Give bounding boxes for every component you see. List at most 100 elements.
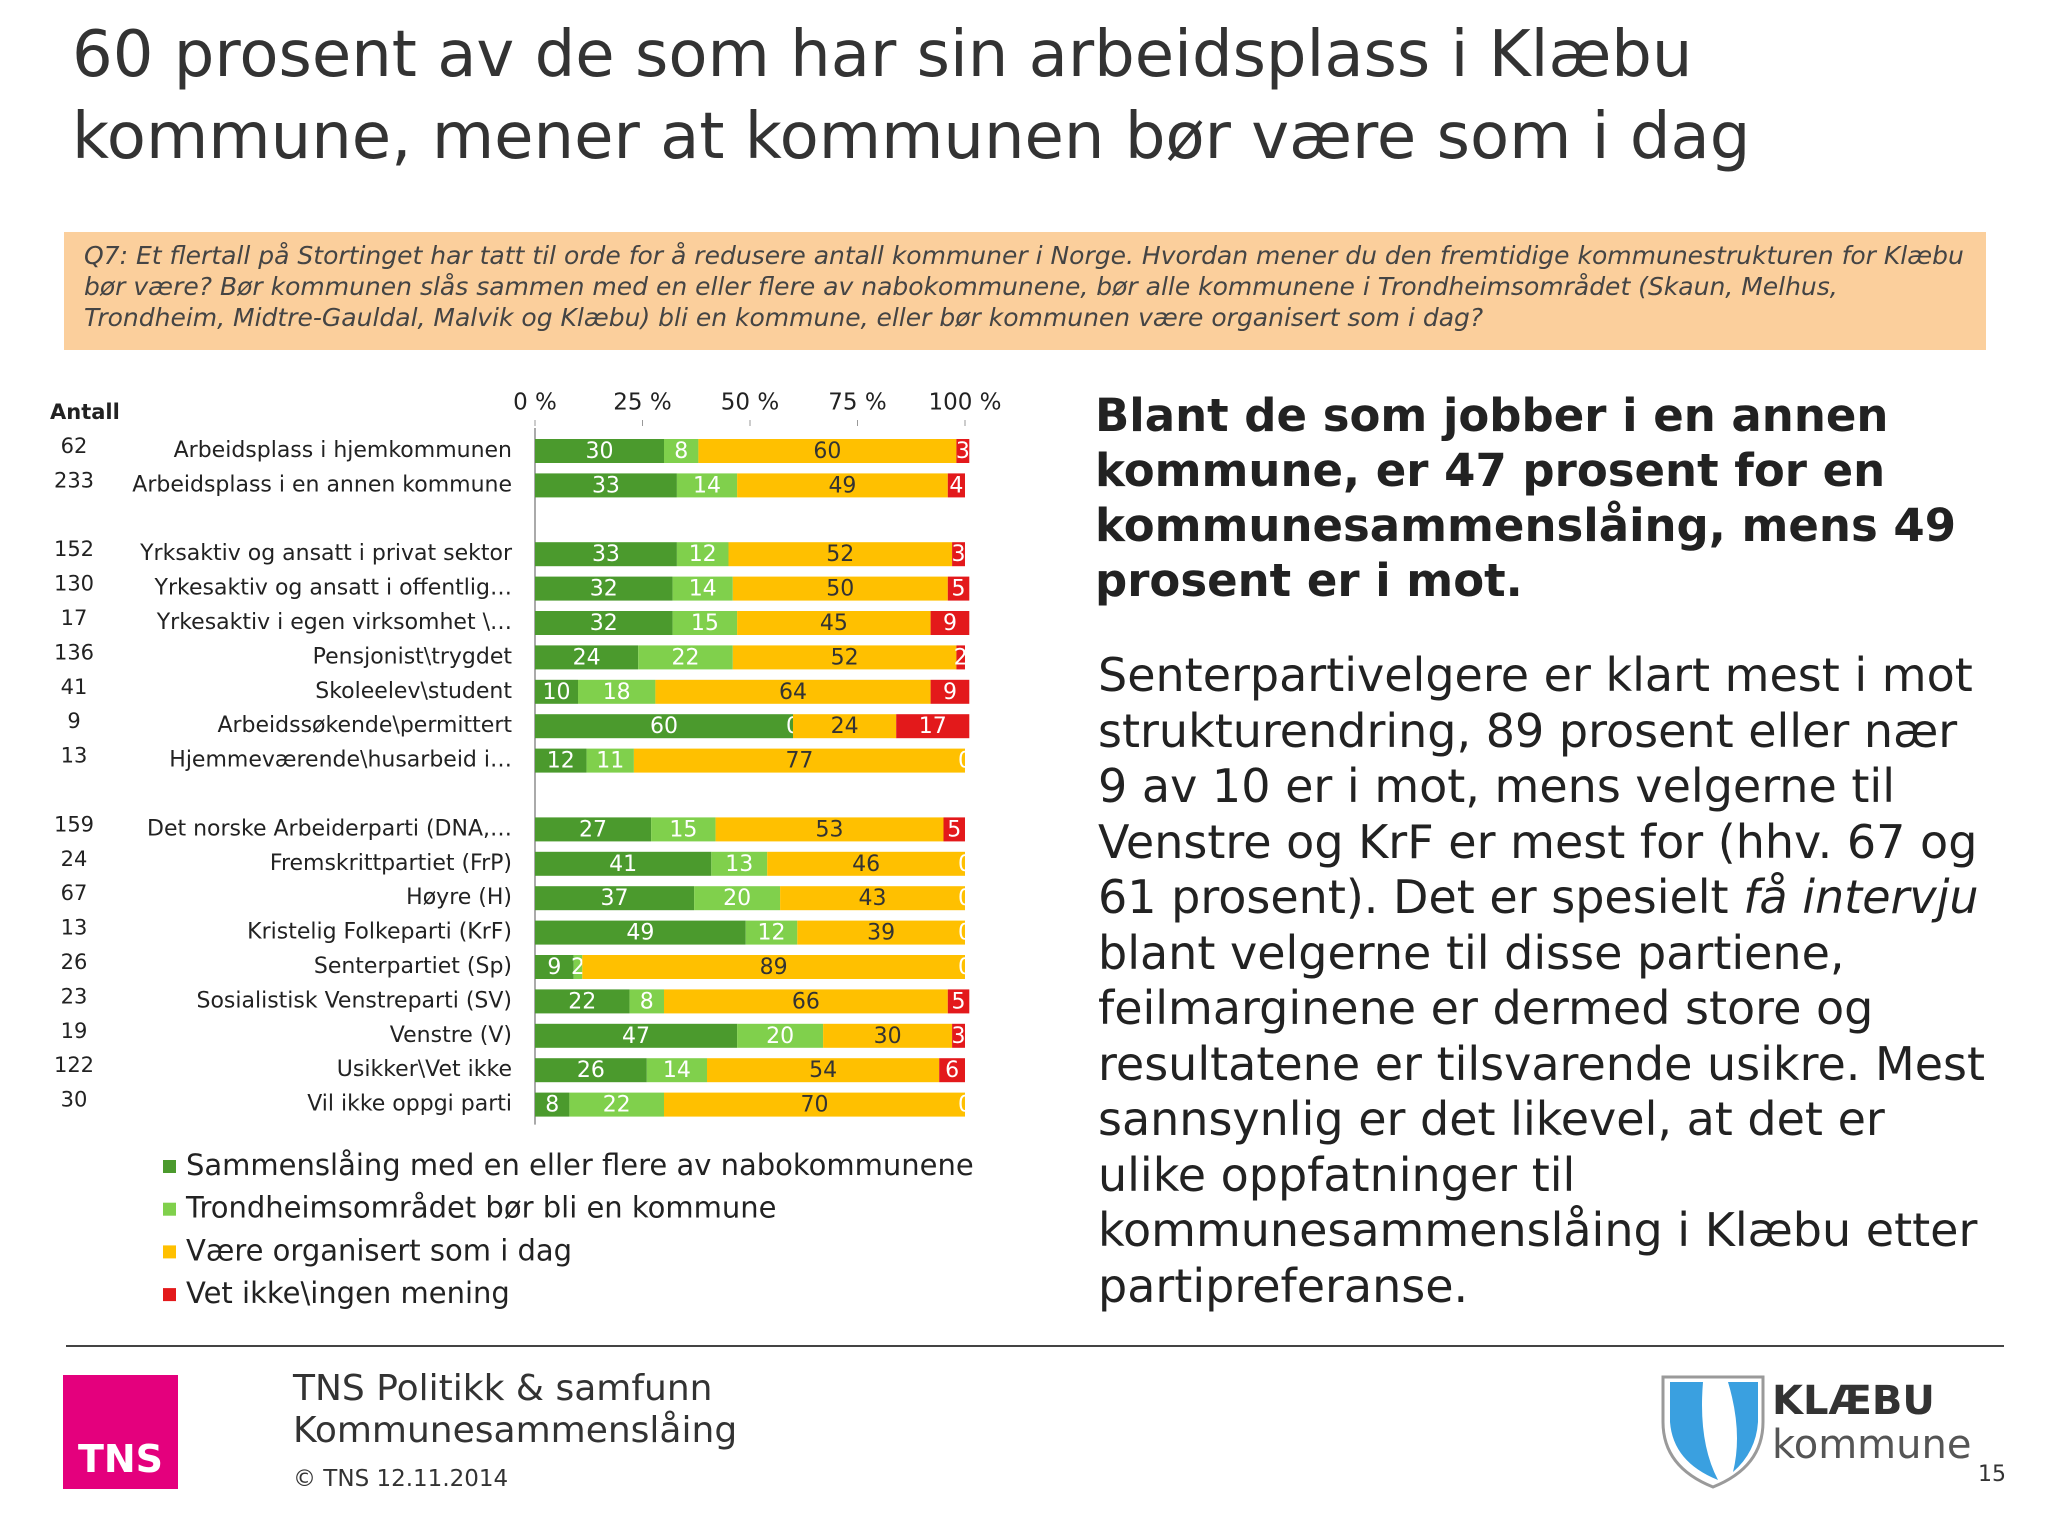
category-label: Arbeidsplass i en annen kommune [132, 472, 512, 497]
slide-title: 60 prosent av de som har sin arbeidsplas… [72, 18, 1751, 174]
data-label: 9 [943, 611, 957, 636]
data-label: 45 [820, 611, 848, 636]
count-label: 26 [61, 950, 88, 974]
bar-segment [767, 851, 965, 876]
bar-segment [707, 1058, 940, 1083]
x-tick-label: 100 % [928, 390, 1001, 416]
category-label: Høyre (H) [406, 885, 512, 910]
category-label: Venstre (V) [390, 1023, 512, 1048]
count-label: 152 [54, 537, 94, 561]
bar-segment [823, 1023, 953, 1048]
data-label: 39 [867, 921, 895, 946]
data-label: 0 [958, 852, 972, 877]
bar-segment [698, 439, 957, 463]
data-label: 24 [573, 645, 601, 670]
bar-segment [952, 1023, 965, 1048]
bar-segment [535, 886, 695, 911]
bar-segment [745, 920, 798, 945]
bar-segment [569, 1092, 664, 1117]
data-label: 5 [952, 577, 966, 602]
count-label: 62 [61, 434, 88, 458]
bar-segment [535, 1058, 647, 1083]
bar-segment [535, 679, 578, 704]
bar-segment [672, 576, 733, 601]
data-label: 0 [958, 886, 972, 911]
data-label: 15 [691, 611, 719, 636]
bar-segment [535, 1023, 738, 1048]
count-label: 9 [67, 709, 80, 733]
data-label: 77 [785, 749, 813, 774]
bar-segment [672, 611, 738, 635]
category-label: Pensjonist\trygdet [313, 644, 513, 669]
data-label: 14 [689, 577, 717, 602]
count-label: 136 [54, 640, 94, 664]
data-label: 32 [590, 611, 618, 636]
category-label: Skoleelev\student [315, 679, 512, 704]
bar-segment [797, 920, 965, 945]
data-label: 64 [779, 680, 807, 705]
bar-segment [535, 748, 587, 773]
data-label: 43 [859, 886, 887, 911]
data-label: 22 [672, 645, 700, 670]
footer-org: TNS Politikk & samfunn [293, 1368, 713, 1409]
body-part: blant velgerne til disse partiene, feilm… [1098, 925, 1986, 1313]
data-label: 33 [592, 542, 620, 567]
bar-segment [535, 714, 793, 739]
category-label: Kristelig Folkeparti (KrF) [247, 920, 512, 945]
bar-segment [952, 542, 965, 567]
bar-segment [947, 576, 970, 601]
count-label: 30 [61, 1088, 88, 1112]
bar-segment [535, 1092, 570, 1117]
data-label: 11 [596, 749, 624, 774]
data-label: 54 [809, 1058, 837, 1083]
data-label: 12 [547, 749, 575, 774]
bar-segment [535, 611, 673, 635]
count-label: 13 [61, 744, 88, 768]
bar-segment [947, 473, 965, 498]
data-label: 46 [852, 852, 880, 877]
data-label: 37 [601, 886, 629, 911]
bar-segment [535, 817, 652, 842]
data-label: 9 [943, 680, 957, 705]
tns-logo: TNS [63, 1375, 178, 1489]
body-part: Senterpartivelgere er klart mest i mot s… [1098, 648, 1978, 924]
legend-label: Sammenslåing med en eller flere av nabok… [186, 1148, 974, 1182]
bar-segment [655, 679, 931, 704]
count-label: 23 [61, 984, 88, 1008]
bar-segment [728, 542, 953, 567]
category-label: Arbeidssøkende\permittert [217, 713, 512, 738]
bar-segment [939, 1058, 965, 1083]
count-header: Antall [50, 400, 120, 424]
bar-segment [535, 439, 664, 463]
data-label: 53 [816, 817, 844, 842]
bar-segment [711, 851, 768, 876]
bar-segment [535, 920, 746, 945]
legend-swatch [163, 1202, 176, 1216]
count-label: 67 [61, 881, 88, 905]
bar-segment [737, 611, 931, 635]
count-label: 17 [61, 606, 88, 630]
data-label: 4 [949, 473, 963, 498]
category-label: Hjemmeværende\husarbeid i… [169, 748, 512, 773]
bar-segment [535, 989, 630, 1014]
x-tick-label: 75 % [828, 390, 886, 416]
count-label: 130 [54, 572, 94, 596]
data-label: 0 [958, 921, 972, 946]
bar-segment [664, 1092, 965, 1117]
count-label: 24 [61, 847, 88, 871]
bar-segment [646, 1058, 707, 1083]
data-label: 22 [568, 989, 596, 1014]
data-label: 14 [663, 1058, 691, 1083]
count-label: 159 [54, 812, 94, 836]
data-label: 89 [760, 955, 788, 980]
bar-segment [737, 473, 948, 498]
data-label: 50 [826, 577, 854, 602]
footer-date: © TNS 12.11.2014 [293, 1466, 509, 1492]
legend-swatch [163, 1288, 176, 1302]
bar-segment [732, 576, 948, 601]
data-label: 10 [543, 680, 571, 705]
data-label: 66 [792, 989, 820, 1014]
bar-segment [930, 679, 970, 704]
data-label: 0 [958, 1093, 972, 1118]
data-label: 2 [571, 955, 585, 980]
